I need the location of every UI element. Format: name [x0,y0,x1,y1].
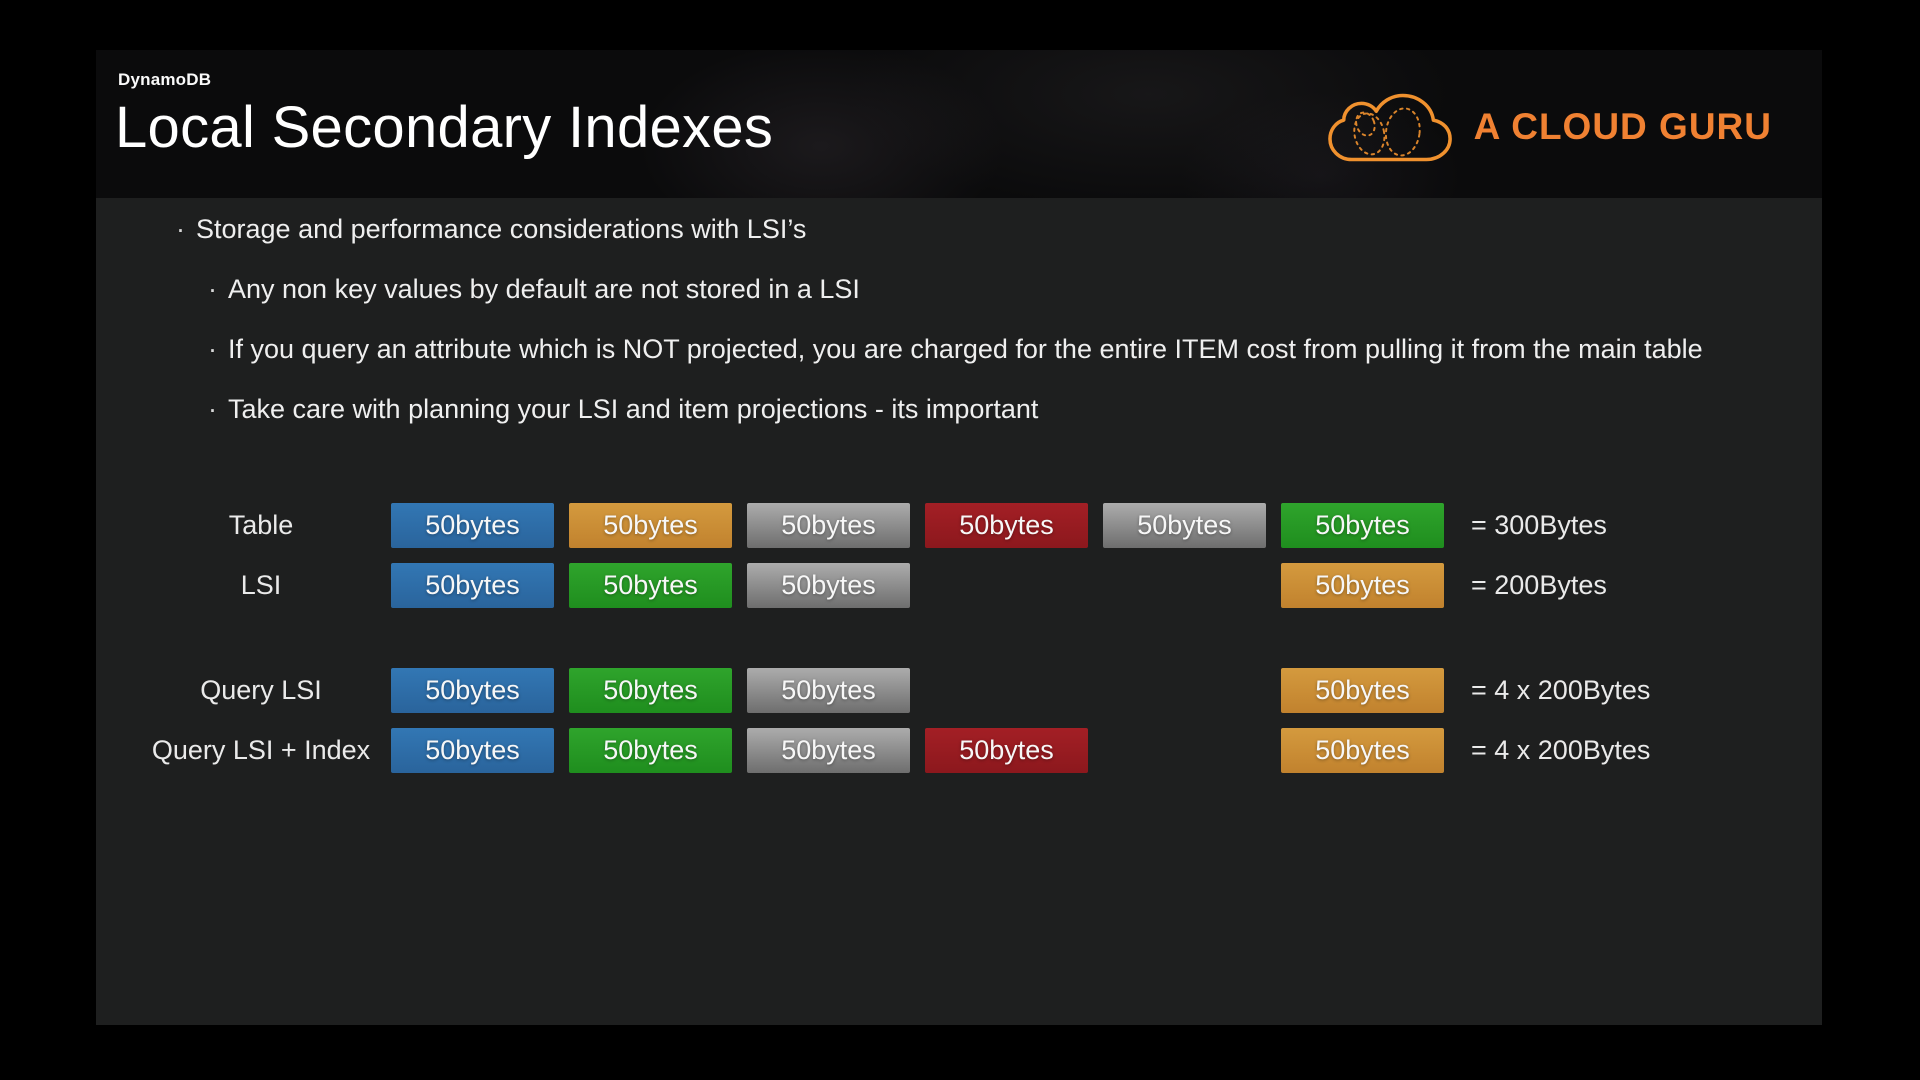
diagram-row: Query LSI 50bytes 50bytes 50bytes 50bytes = 4… [126,668,1659,713]
slide-header: DynamoDB Local Secondary Indexes A CLOUD… [96,50,1822,198]
byte-box-green: 50bytes [569,563,732,608]
storage-diagram: Table 50bytes 50bytes 50bytes 50bytes 50bytes… [126,503,1659,788]
diagram-row: LSI 50bytes 50bytes 50bytes 50bytes = 200Byte… [126,563,1659,608]
acg-logo: A CLOUD GURU [1327,88,1772,166]
byte-box-blue: 50bytes [391,563,554,608]
byte-box-green: 50bytes [1281,503,1444,548]
byte-box-blue: 50bytes [391,503,554,548]
bullet-list: · Storage and performance considerations … [176,203,1736,443]
diagram-row: Table 50bytes 50bytes 50bytes 50bytes 50bytes… [126,503,1659,548]
row-total: = 300Bytes [1471,510,1607,540]
byte-box-gray: 50bytes [747,728,910,773]
slide: DynamoDB Local Secondary Indexes A CLOUD… [96,50,1822,1025]
row-label: LSI [240,570,282,600]
byte-box-gray: 50bytes [747,668,910,713]
byte-box-orange: 50bytes [1281,668,1444,713]
bullet-text: If you query an attribute which is NOT p… [228,334,1703,364]
bullet-item: · Storage and performance considerations … [176,203,1736,256]
empty-slot [1103,728,1266,773]
logo-text: A CLOUD GURU [1473,106,1772,147]
byte-box-green: 50bytes [569,668,732,713]
byte-box-blue: 50bytes [391,668,554,713]
byte-box-blue: 50bytes [391,728,554,773]
kicker-label: DynamoDB [118,70,212,89]
bullet-item: · If you query an attribute which is NOT … [208,323,1736,376]
cloud-icon [1327,93,1452,162]
bullet-text: Storage and performance considerations w… [196,214,807,244]
row-label: Table [228,510,294,540]
byte-box-gray: 50bytes [747,563,910,608]
byte-box-gray: 50bytes [747,503,910,548]
empty-slot [1103,563,1266,608]
bullet-dot-icon: · [208,394,217,424]
empty-slot [1103,668,1266,713]
bullet-item: · Any non key values by default are not s… [208,263,1736,316]
bullet-dot-icon: · [176,214,185,244]
byte-box-red: 50bytes [925,503,1088,548]
row-label: Query LSI [200,675,322,705]
empty-slot [925,563,1088,608]
empty-slot [925,668,1088,713]
byte-box-red: 50bytes [925,728,1088,773]
row-total: = 4 x 200Bytes [1471,675,1651,705]
bullet-item: · Take care with planning your LSI and it… [208,383,1736,436]
page-title: Local Secondary Indexes [115,95,774,160]
byte-box-orange: 50bytes [1281,728,1444,773]
bullet-dot-icon: · [208,274,217,304]
bullet-text: Take care with planning your LSI and ite… [228,394,1039,424]
byte-box-green: 50bytes [569,728,732,773]
diagram-row: Query LSI + Index 50bytes 50bytes 50bytes 50… [126,728,1659,773]
byte-box-orange: 50bytes [1281,563,1444,608]
row-total: = 200Bytes [1471,570,1607,600]
byte-box-orange: 50bytes [569,503,732,548]
row-total: = 4 x 200Bytes [1471,735,1651,765]
row-label: Query LSI + Index [151,735,371,765]
byte-box-gray: 50bytes [1103,503,1266,548]
bullet-dot-icon: · [208,334,217,364]
bullet-text: Any non key values by default are not st… [228,274,860,304]
